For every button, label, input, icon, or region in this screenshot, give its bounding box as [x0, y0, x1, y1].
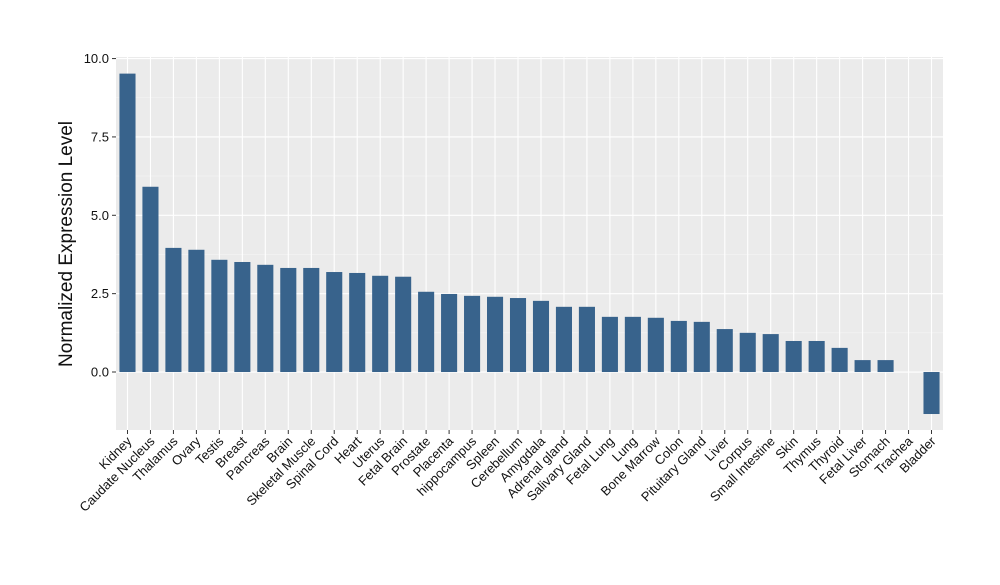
bar [464, 295, 481, 373]
plot-panel [116, 57, 943, 430]
bar [808, 340, 825, 373]
bar [578, 306, 595, 373]
bar [532, 300, 550, 373]
y-axis-title: Normalized Expression Level [56, 121, 77, 367]
bar [280, 267, 297, 373]
bar [234, 261, 251, 373]
bar [693, 321, 710, 373]
bar [326, 272, 343, 373]
bar [165, 247, 182, 373]
bar [785, 340, 802, 373]
bar [555, 306, 572, 373]
bar [877, 360, 894, 373]
bar [854, 360, 871, 373]
y-tick-label: 7.5 [91, 129, 109, 144]
bar [624, 316, 641, 373]
bar [211, 259, 228, 373]
y-tick-label: 5.0 [91, 208, 109, 223]
bar [395, 276, 412, 373]
bar [670, 320, 687, 373]
bar [188, 249, 205, 373]
bar [601, 316, 618, 373]
bar [487, 296, 504, 373]
bar [418, 291, 435, 373]
bar [739, 332, 756, 373]
bar [716, 329, 733, 373]
bar [647, 317, 664, 373]
bar [831, 347, 848, 373]
bar [762, 334, 779, 373]
y-tick-label: 10.0 [84, 51, 109, 66]
y-tick-label: 0.0 [91, 365, 109, 380]
bar [349, 272, 366, 373]
bar [509, 298, 527, 373]
bar [257, 264, 274, 373]
bar [441, 293, 458, 373]
bar [142, 186, 159, 373]
bar [303, 267, 320, 373]
bar [372, 275, 389, 373]
y-tick-label: 2.5 [91, 286, 109, 301]
bar [923, 372, 940, 415]
bar [119, 73, 136, 373]
